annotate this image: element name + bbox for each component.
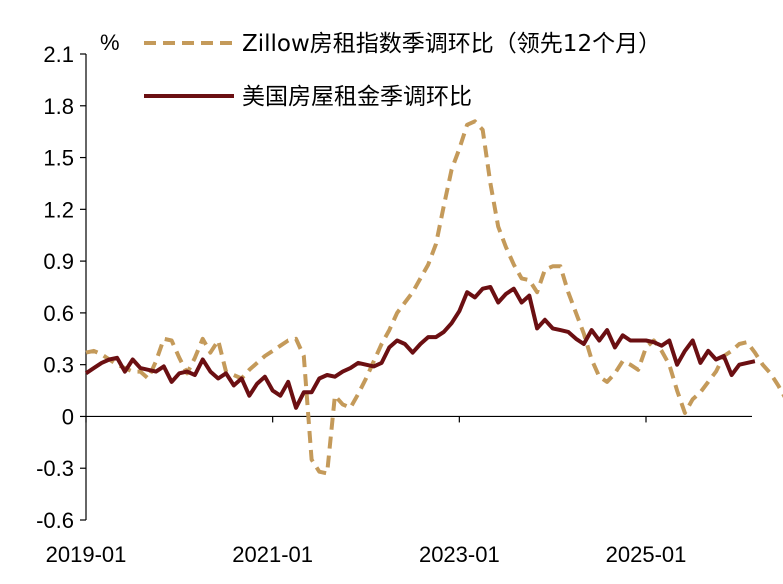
y-tick-label: 1.5: [43, 146, 74, 171]
series-layer: [84, 119, 783, 476]
legend-label: Zillow房租指数季调环比（领先12个月）: [242, 31, 661, 57]
series-line-zillow-rent: [85, 119, 783, 476]
legend-label: 美国房屋租金季调环比: [242, 84, 472, 110]
y-axis-unit-label: %: [100, 30, 120, 55]
y-tick-label: 1.8: [43, 94, 74, 119]
x-tick-label: 2025-01: [606, 542, 687, 567]
y-tick-label: 0.6: [43, 301, 74, 326]
chart-axes: 2.11.81.51.20.90.60.30-0.3-0.6 2019-01 20…: [36, 42, 752, 567]
y-tick-label: 0: [62, 404, 74, 429]
chart-legend: Zillow房租指数季调环比（领先12个月） 美国房屋租金季调环比: [144, 31, 661, 110]
y-tick-label: 0.9: [43, 249, 74, 274]
y-axis-ticks: 2.1 1.8 1.5 1.2 0.9 0.6 0.3 0 -0.3 -0.6: [36, 42, 86, 533]
x-tick-label: 2021-01: [232, 542, 313, 567]
y-tick-label: 1.2: [43, 197, 74, 222]
y-tick-label: -0.3: [36, 456, 74, 481]
y-tick-label: -0.6: [36, 508, 74, 533]
y-tick-label: 0.3: [43, 353, 74, 378]
y-tick-label: 2.1: [43, 42, 74, 67]
x-tick-label: 2019-01: [46, 542, 127, 567]
x-tick-label: 2023-01: [419, 542, 500, 567]
series-line-us-housing-rent: [84, 285, 756, 410]
x-axis-ticks: 2019-01 2021-01 2023-01 2025-01: [46, 416, 687, 567]
